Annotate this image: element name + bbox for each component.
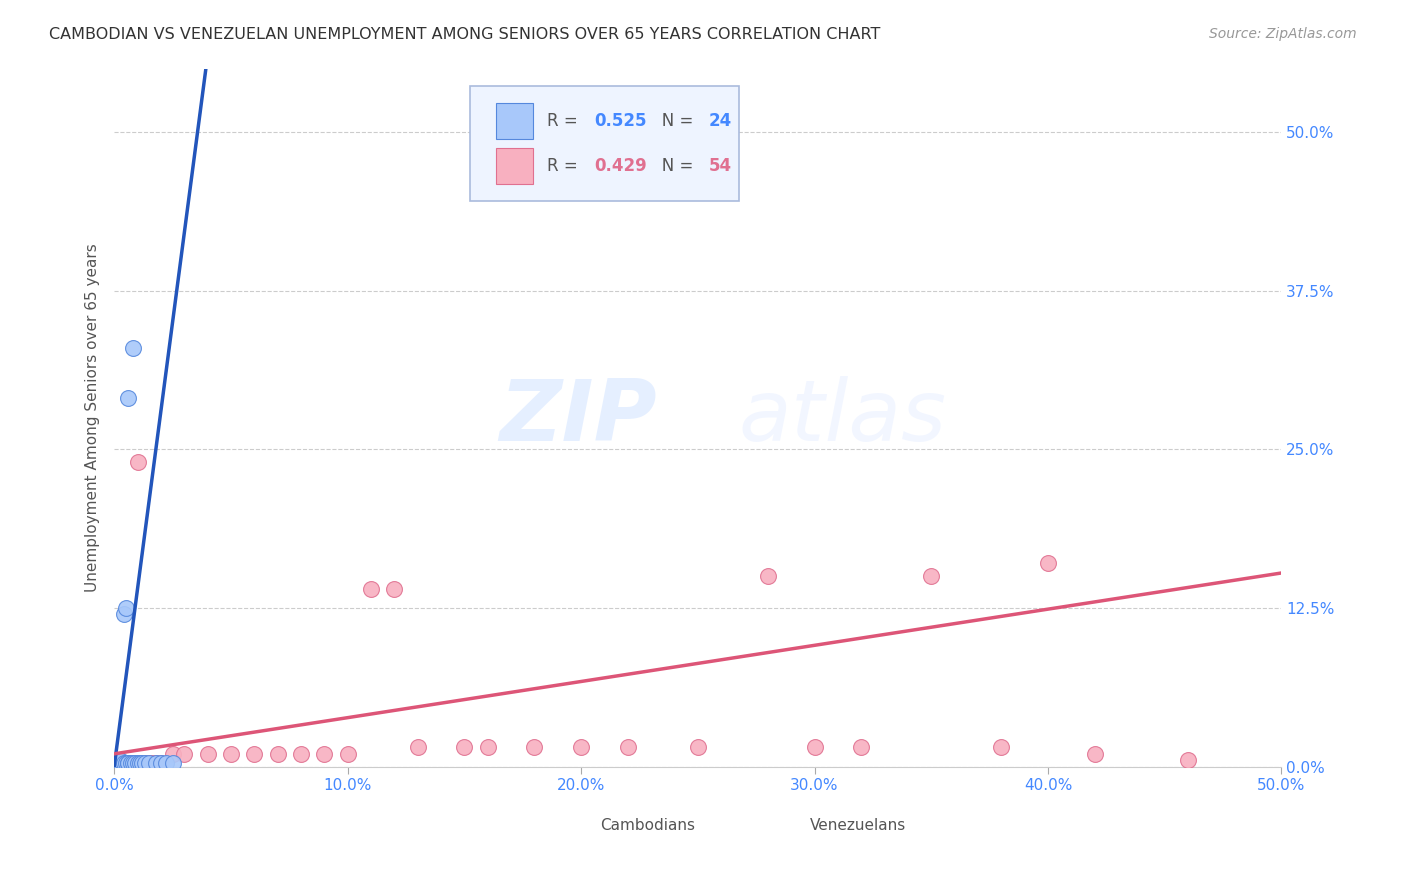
Text: 54: 54 [709, 157, 731, 175]
FancyBboxPatch shape [558, 812, 593, 839]
Text: R =: R = [547, 157, 583, 175]
Point [115, 756, 138, 770]
Point [108, 756, 131, 770]
Text: 24: 24 [709, 112, 731, 130]
Point [314, 747, 336, 761]
Point [115, 756, 138, 770]
Point [108, 756, 131, 770]
Point [120, 756, 142, 770]
Text: N =: N = [647, 157, 699, 175]
Point [145, 756, 167, 770]
Point [112, 756, 135, 770]
Point [124, 756, 146, 770]
Point [382, 582, 405, 596]
Point [112, 607, 135, 622]
FancyBboxPatch shape [470, 86, 738, 201]
Point [851, 740, 873, 755]
Point [110, 756, 132, 770]
Point [219, 747, 242, 761]
Point [117, 756, 139, 770]
Point [128, 756, 150, 770]
Point [266, 747, 288, 761]
Point [138, 756, 160, 770]
FancyBboxPatch shape [496, 103, 533, 139]
Point [127, 756, 149, 770]
FancyBboxPatch shape [496, 148, 533, 184]
Point [197, 747, 219, 761]
Text: Venezuelans: Venezuelans [810, 818, 905, 833]
Point [406, 740, 429, 755]
Point [360, 582, 382, 596]
Point [124, 756, 146, 770]
Point [149, 756, 172, 770]
Point [117, 756, 139, 770]
Text: atlas: atlas [738, 376, 946, 459]
Text: N =: N = [647, 112, 699, 130]
Point [117, 392, 139, 406]
Point [803, 740, 825, 755]
Point [134, 756, 156, 770]
Point [155, 756, 177, 770]
Point [990, 740, 1012, 755]
Point [120, 756, 142, 770]
Point [1084, 747, 1107, 761]
Point [110, 756, 132, 770]
Point [115, 756, 138, 770]
Point [290, 747, 312, 761]
Point [149, 756, 172, 770]
Point [477, 740, 499, 755]
Point [108, 756, 131, 770]
Point [569, 740, 592, 755]
Point [121, 341, 143, 355]
Y-axis label: Unemployment Among Seniors over 65 years: Unemployment Among Seniors over 65 years [86, 244, 100, 592]
Point [523, 740, 546, 755]
Point [141, 756, 163, 770]
Point [115, 600, 138, 615]
Point [120, 756, 142, 770]
Point [756, 569, 779, 583]
Point [117, 756, 139, 770]
Point [127, 756, 149, 770]
Point [105, 756, 128, 770]
Point [121, 756, 143, 770]
Point [138, 756, 160, 770]
Point [110, 756, 132, 771]
Point [162, 747, 184, 761]
Point [121, 756, 143, 770]
Point [131, 756, 153, 770]
Point [336, 747, 359, 761]
FancyBboxPatch shape [768, 812, 803, 839]
Text: Source: ZipAtlas.com: Source: ZipAtlas.com [1209, 27, 1357, 41]
Point [110, 755, 132, 769]
Point [145, 756, 167, 770]
Point [128, 756, 150, 770]
Point [117, 756, 139, 770]
Point [1036, 557, 1059, 571]
Point [127, 455, 149, 469]
Point [105, 756, 128, 770]
Text: ZIP: ZIP [499, 376, 657, 459]
Point [134, 756, 156, 770]
Text: CAMBODIAN VS VENEZUELAN UNEMPLOYMENT AMONG SENIORS OVER 65 YEARS CORRELATION CHA: CAMBODIAN VS VENEZUELAN UNEMPLOYMENT AMO… [49, 27, 880, 42]
Point [115, 756, 138, 770]
Point [453, 740, 475, 755]
Point [121, 756, 143, 770]
Point [920, 569, 942, 583]
Point [124, 756, 146, 770]
Point [1177, 753, 1199, 767]
Text: 0.429: 0.429 [593, 157, 647, 175]
Text: 0.525: 0.525 [593, 112, 647, 130]
Point [686, 740, 709, 755]
Text: Cambodians: Cambodians [600, 818, 695, 833]
Point [131, 756, 153, 770]
Text: R =: R = [547, 112, 583, 130]
Point [127, 756, 149, 770]
Point [112, 756, 135, 770]
Point [616, 740, 638, 755]
Point [112, 756, 135, 770]
Point [162, 756, 184, 770]
Point [243, 747, 266, 761]
Point [173, 747, 195, 761]
